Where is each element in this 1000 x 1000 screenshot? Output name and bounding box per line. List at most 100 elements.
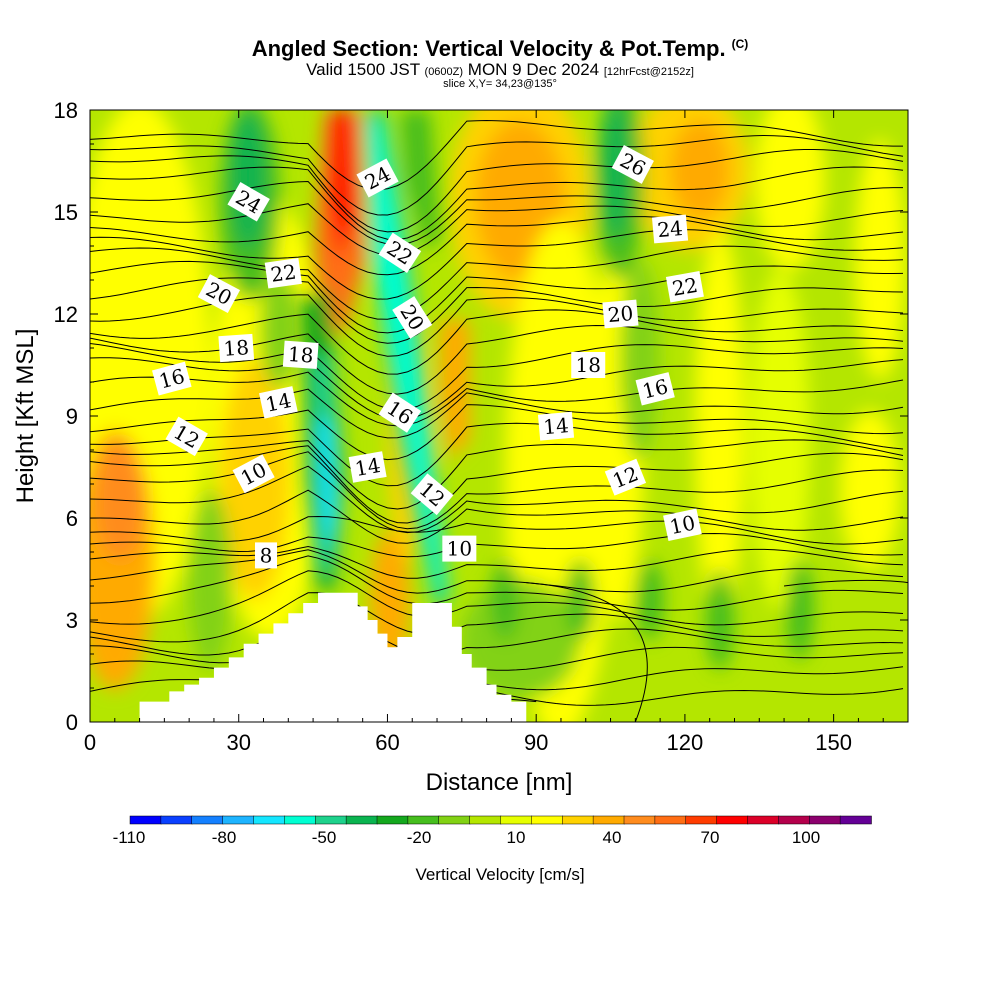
contour-label-text: 22: [269, 260, 298, 287]
colorbar-swatch: [592, 815, 625, 825]
contour-label: 24: [651, 214, 689, 244]
theta-contour: [90, 166, 904, 241]
contour-label: 14: [259, 386, 298, 419]
x-tick-label: 0: [84, 730, 96, 755]
colorbar-swatch: [654, 815, 687, 825]
y-tick-label: 6: [66, 506, 78, 531]
colorbar-tick-label: 70: [701, 828, 720, 847]
colorbar-swatch: [469, 815, 502, 825]
axes: 0 30 60 90 120 150 0 3 6 9 12 15 18: [54, 98, 908, 755]
colorbar-tick-label: -20: [407, 828, 432, 847]
theta-contour: [90, 629, 904, 673]
contour-label-box: [635, 372, 675, 406]
colorbar-swatch: [839, 815, 872, 825]
contour-label-text: 14: [263, 388, 293, 417]
contour-label-box: [152, 361, 192, 396]
y-tick-label: 18: [54, 98, 78, 123]
contour-label-text: 14: [353, 453, 382, 481]
contour-label-box: [227, 182, 270, 222]
contour-label: 18: [571, 352, 606, 378]
contour-label: 18: [282, 340, 319, 369]
contour-label: 22: [264, 257, 302, 289]
contour-label: 10: [663, 508, 702, 542]
colorbar-swatch: [500, 815, 533, 825]
contour-label-box: [611, 144, 654, 184]
theta-contour: [90, 309, 904, 375]
plot-area: [90, 110, 908, 722]
theta-contour: [90, 592, 904, 643]
theta-contour: [90, 549, 904, 594]
colorbar-tick-label: -110: [113, 828, 146, 847]
contour-label-text: 18: [576, 353, 601, 377]
y-axis-label: Height [Kft MSL]: [12, 329, 39, 504]
contour-label: 14: [348, 451, 387, 483]
contour-label-text: 10: [667, 510, 697, 539]
contour-label-box: [392, 296, 433, 339]
theta-contour: [90, 180, 903, 246]
x-tick-label: 120: [667, 730, 704, 755]
x-axis-label: Distance [nm]: [426, 769, 573, 796]
theta-contour: [90, 371, 904, 427]
y-tick-label: 0: [66, 710, 78, 735]
colorbar-swatch: [716, 815, 749, 825]
contour-label-box: [378, 232, 422, 273]
contour-label-box: [254, 542, 277, 569]
y-tick-label: 9: [66, 404, 78, 429]
theta-contour: [90, 343, 904, 411]
colorbar-swatch: [685, 815, 718, 825]
colorbar-swatch: [407, 815, 440, 825]
theta-contour: [90, 149, 904, 233]
contour-label-box: [604, 458, 647, 496]
theta-contour: [90, 357, 904, 420]
x-tick-label: 30: [226, 730, 250, 755]
colorbar-swatch: [191, 815, 224, 825]
contour-label: 18: [218, 333, 255, 363]
contour-label-text: 10: [447, 537, 472, 561]
y-tick-label: 3: [66, 608, 78, 633]
theta-contour: [90, 532, 904, 558]
contour-label-box: [264, 257, 302, 289]
theta-contour: [90, 229, 904, 300]
colorbar-swatch: [809, 815, 841, 825]
colorbar-tick-label: -80: [212, 828, 237, 847]
contour-label-box: [442, 535, 477, 562]
contour-label-box: [356, 158, 399, 198]
colorbar-tick-label: 100: [792, 828, 820, 847]
theta-contour: [90, 245, 904, 320]
contour-label-box: [537, 411, 575, 441]
contour-label: 20: [602, 299, 639, 329]
theta-contour: [90, 613, 904, 656]
contour-label-box: [410, 473, 454, 516]
theta-contour: [90, 422, 904, 487]
contour-label-box: [197, 274, 241, 314]
theta-contour: [90, 388, 904, 439]
theta-contour: [90, 570, 904, 626]
contour-label: 8: [254, 542, 277, 569]
colorbar-swatch: [623, 815, 656, 825]
colorbar-swatch: [315, 815, 347, 825]
colorbar: -110 -80 -50 -20 10 40 70 100: [113, 815, 872, 847]
contour-label: 16: [635, 372, 675, 406]
colorbar-swatch: [253, 815, 286, 825]
theta-contour: [90, 277, 904, 344]
y-tick-label: 12: [54, 302, 78, 327]
colorbar-label: Vertical Velocity [cm/s]: [415, 865, 584, 884]
contour-label-text: 18: [223, 335, 250, 361]
theta-contour: [90, 489, 904, 544]
colorbar-swatch: [222, 815, 255, 825]
contour-label-text: 8: [260, 543, 273, 567]
theta-contour: [783, 579, 908, 587]
contour-label-box: [218, 333, 255, 363]
colorbar-swatch: [778, 815, 810, 825]
colorbar-swatch: [531, 815, 563, 825]
colorbar-swatch: [438, 815, 471, 825]
x-tick-label: 90: [524, 730, 548, 755]
contour-label: 14: [537, 411, 575, 441]
theta-contour: [90, 260, 904, 334]
theta-contour: [90, 465, 904, 534]
valid-time-subtitle: Valid 1500 JST (0600Z) MON 9 Dec 2024 [1…: [306, 60, 694, 79]
contour-label-box: [259, 386, 298, 419]
contour-label-box: [165, 416, 208, 457]
theta-contour: [90, 545, 904, 579]
